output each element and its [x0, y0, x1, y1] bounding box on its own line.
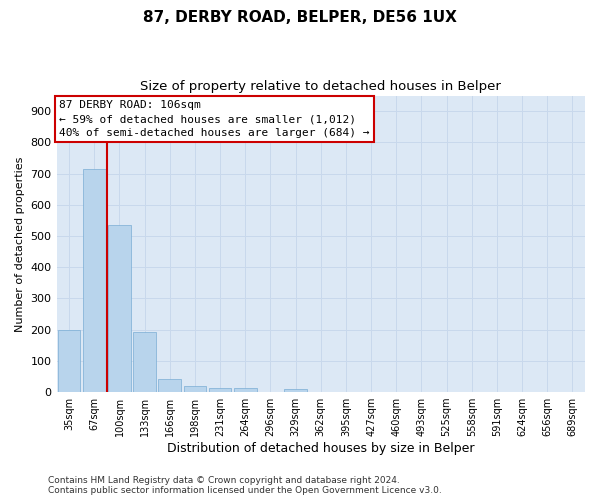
Text: 87, DERBY ROAD, BELPER, DE56 1UX: 87, DERBY ROAD, BELPER, DE56 1UX: [143, 10, 457, 25]
Bar: [158, 379, 181, 392]
Y-axis label: Number of detached properties: Number of detached properties: [15, 156, 25, 332]
Bar: [133, 332, 156, 392]
Bar: [58, 330, 80, 392]
X-axis label: Distribution of detached houses by size in Belper: Distribution of detached houses by size …: [167, 442, 475, 455]
Title: Size of property relative to detached houses in Belper: Size of property relative to detached ho…: [140, 80, 501, 93]
Bar: [83, 169, 106, 392]
Bar: [234, 388, 257, 392]
Bar: [184, 386, 206, 392]
Bar: [284, 389, 307, 392]
Bar: [108, 225, 131, 392]
Bar: [209, 388, 232, 392]
Text: 87 DERBY ROAD: 106sqm
← 59% of detached houses are smaller (1,012)
40% of semi-d: 87 DERBY ROAD: 106sqm ← 59% of detached …: [59, 100, 370, 138]
Text: Contains HM Land Registry data © Crown copyright and database right 2024.
Contai: Contains HM Land Registry data © Crown c…: [48, 476, 442, 495]
